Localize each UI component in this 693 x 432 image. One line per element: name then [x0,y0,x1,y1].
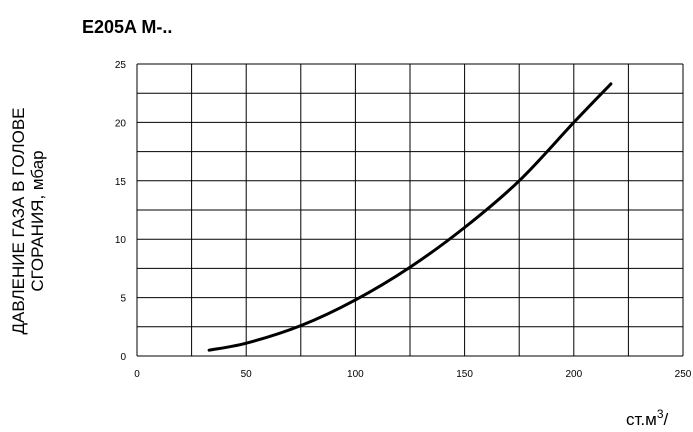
x-axis-unit: ст.м3/ [626,407,669,429]
x-tick-label: 150 [456,369,473,380]
y-axis: 0 5 10 15 20 25 [115,60,127,363]
x-axis: 0 50 100 150 200 250 [134,369,692,380]
x-axis-unit-text: ст.м [626,410,657,429]
grid [136,63,684,357]
y-tick-label: 0 [120,352,126,363]
chart-title: E205A M-.. [82,17,172,37]
y-axis-label-line-2: СГОРАНИЯ, мбар [28,150,47,291]
y-tick-label: 20 [115,118,127,129]
x-axis-unit-superscript: 3 [657,407,664,421]
x-tick-label: 200 [565,369,582,380]
y-tick-label: 15 [115,177,127,188]
y-axis-label-line-1: ДАВЛЕНИЕ ГАЗА В ГОЛОВЕ [9,107,28,334]
y-tick-label: 10 [115,235,127,246]
x-axis-unit-tail: / [664,410,669,429]
x-tick-label: 50 [241,369,253,380]
x-tick-label: 0 [134,369,140,380]
y-tick-label: 5 [120,294,126,305]
x-tick-label: 100 [347,369,364,380]
series-group [207,82,613,352]
x-tick-label: 250 [675,369,692,380]
y-tick-label: 25 [115,60,127,71]
series-line-0 [207,82,613,352]
